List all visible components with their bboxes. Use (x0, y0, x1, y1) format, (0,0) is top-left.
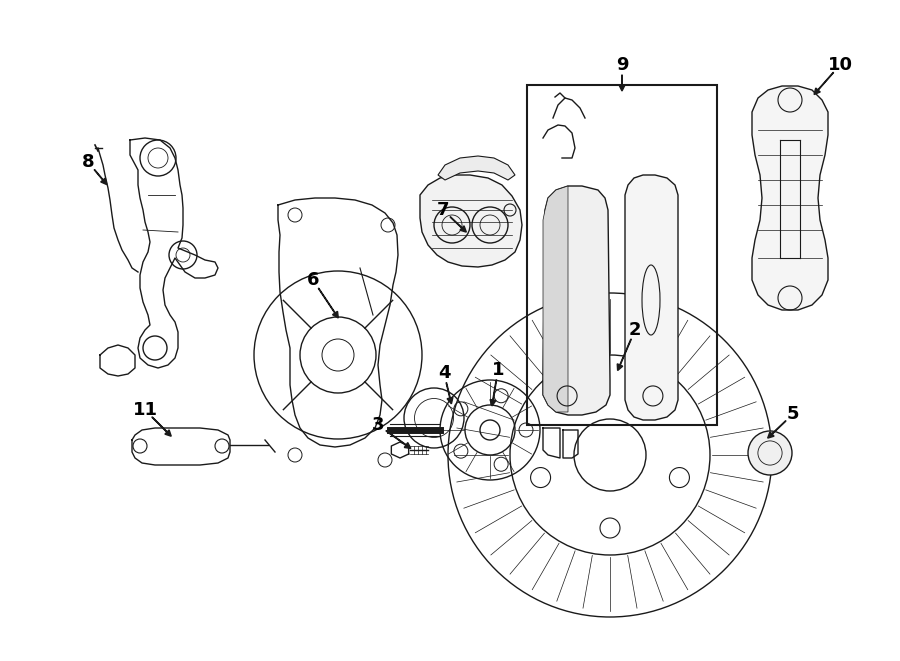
FancyArrow shape (619, 75, 625, 91)
Polygon shape (543, 186, 568, 412)
Text: 5: 5 (787, 405, 799, 423)
FancyArrow shape (450, 217, 466, 232)
FancyArrow shape (768, 420, 786, 438)
FancyArrow shape (386, 430, 411, 448)
Text: 8: 8 (82, 153, 94, 171)
Text: 6: 6 (307, 271, 320, 289)
Polygon shape (543, 186, 610, 415)
Text: 9: 9 (616, 56, 628, 74)
Text: 3: 3 (372, 416, 384, 434)
Polygon shape (625, 175, 678, 420)
Text: 2: 2 (629, 321, 641, 339)
Text: 11: 11 (132, 401, 157, 419)
FancyArrow shape (94, 169, 107, 184)
Polygon shape (420, 175, 522, 267)
Text: 10: 10 (827, 56, 852, 74)
Polygon shape (438, 156, 515, 180)
Text: 7: 7 (436, 201, 449, 219)
FancyArrow shape (319, 288, 338, 318)
Circle shape (748, 431, 792, 475)
FancyArrow shape (490, 380, 497, 406)
Text: 1: 1 (491, 361, 504, 379)
FancyArrow shape (152, 417, 171, 436)
Polygon shape (752, 86, 828, 310)
Bar (527, 85, 717, 425)
FancyArrow shape (446, 383, 453, 404)
FancyArrow shape (617, 339, 631, 371)
FancyArrow shape (814, 72, 833, 95)
Text: 4: 4 (437, 364, 450, 382)
